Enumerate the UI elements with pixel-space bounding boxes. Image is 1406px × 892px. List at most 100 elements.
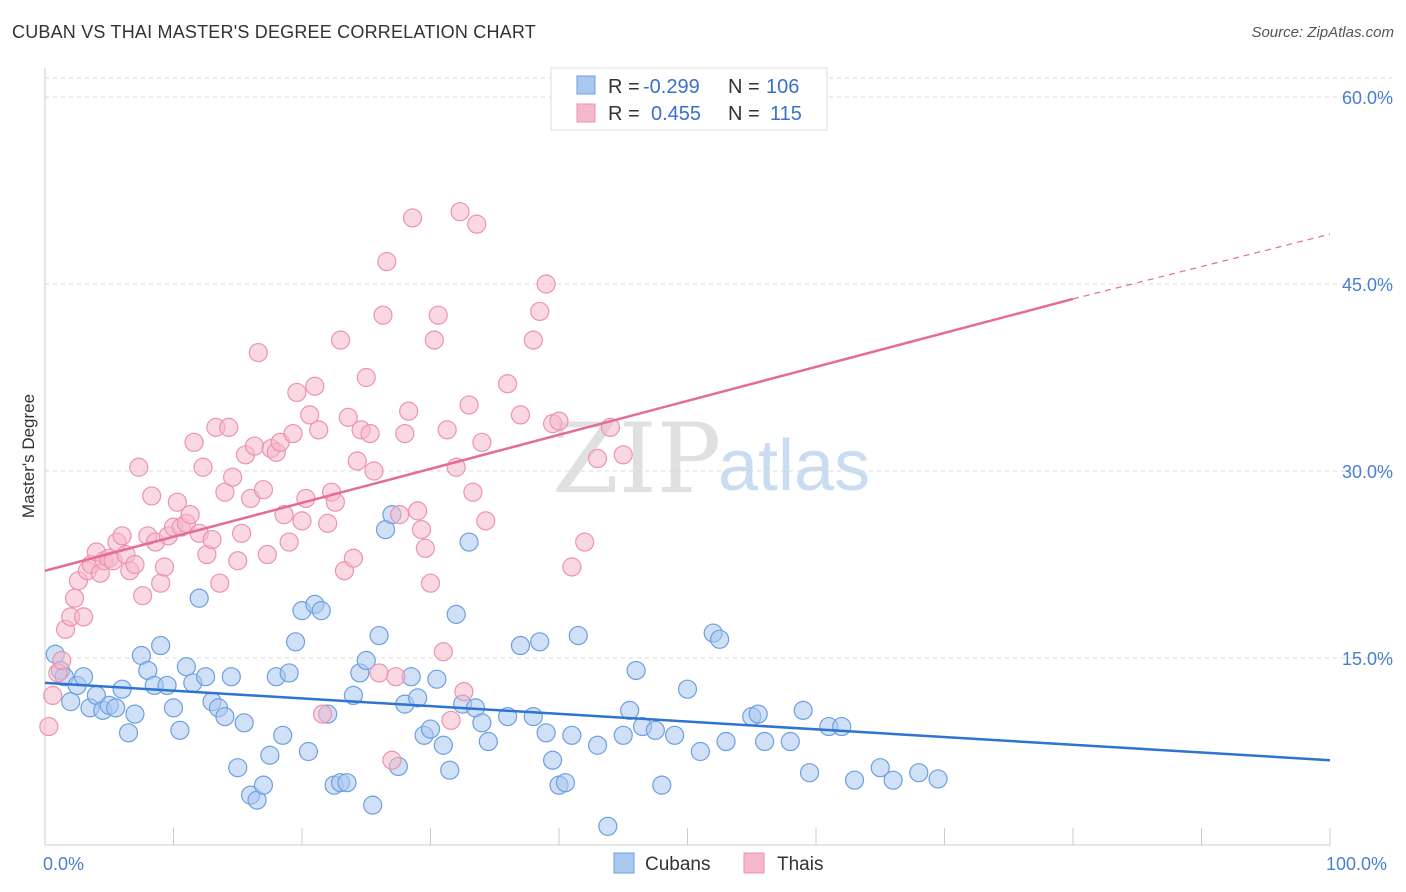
cubans-point <box>754 731 775 752</box>
x-tick-label-min: 0.0% <box>43 854 84 874</box>
thais-point <box>125 554 145 575</box>
thais-point <box>386 667 406 687</box>
thais-point <box>330 330 351 350</box>
thais-point <box>228 551 248 571</box>
thais-point <box>219 417 239 437</box>
legend-bottom-label-cubans: Cubans <box>645 854 711 875</box>
thais-point <box>377 251 397 272</box>
cubans-point <box>536 723 556 743</box>
cubans-point <box>125 704 145 724</box>
thais-point <box>402 208 423 228</box>
thais-point <box>253 480 274 500</box>
thais-point <box>287 382 307 403</box>
cubans-point <box>928 769 948 789</box>
thais-point <box>193 457 213 477</box>
thais-point <box>338 407 358 427</box>
legend-n-label-cubans: N = <box>728 76 760 98</box>
thais-point <box>129 457 149 477</box>
legend-n-value-thais: 115 <box>770 103 802 125</box>
legend-bottom-swatch-thais <box>743 852 765 874</box>
cubans-point <box>433 735 453 755</box>
cubans-point <box>748 704 768 724</box>
thais-point <box>450 202 470 222</box>
thais-point <box>415 538 435 558</box>
legend-r-value-cubans: -0.299 <box>643 76 700 98</box>
cubans-point <box>645 720 665 740</box>
thais-point <box>39 716 59 737</box>
cubans-point <box>710 629 730 649</box>
thais-point <box>257 544 277 565</box>
cubans-point <box>568 625 588 646</box>
thais-point <box>248 342 268 363</box>
thais-point <box>283 424 303 444</box>
thais-point <box>523 330 543 350</box>
cubans-point <box>427 669 447 689</box>
cubans-point <box>562 725 582 745</box>
cubans-point <box>118 723 139 743</box>
cubans-point <box>780 731 800 752</box>
y-tick-label-60: 60.0% <box>1342 88 1393 108</box>
cubans-point <box>510 635 531 656</box>
thais-point <box>305 376 325 396</box>
cubans-point <box>620 700 640 720</box>
thais-point <box>459 395 479 415</box>
cubans-point <box>523 706 543 727</box>
cubans-point <box>215 706 235 727</box>
cubans-point <box>151 635 171 656</box>
cubans-point <box>196 667 216 687</box>
series-cubans <box>45 505 948 836</box>
cubans-point <box>420 719 441 739</box>
cubans-point <box>170 720 190 740</box>
thais-point <box>133 586 153 606</box>
thais-point <box>151 573 171 593</box>
thais-point <box>369 663 389 683</box>
thais-point <box>232 523 252 543</box>
legend-n-label-thais: N = <box>728 103 760 125</box>
thais-point <box>575 532 595 552</box>
thais-point <box>300 405 320 425</box>
thais-point <box>73 607 94 627</box>
thais-point <box>309 420 329 440</box>
trend-line-thais-extension <box>1072 233 1331 300</box>
cubans-point <box>446 604 466 624</box>
thais-point <box>428 305 448 325</box>
cubans-point <box>273 725 293 745</box>
legend-swatch-thais <box>576 103 596 123</box>
watermark-zip: ZIP <box>552 403 721 515</box>
cubans-point <box>234 713 254 733</box>
cubans-point <box>260 745 280 765</box>
thais-point <box>399 401 419 421</box>
cubans-point <box>253 775 274 795</box>
cubans-point <box>363 795 383 815</box>
thais-point <box>180 505 200 525</box>
cubans-point <box>832 716 852 737</box>
series-thais <box>39 202 633 770</box>
thais-point <box>587 448 608 469</box>
cubans-point <box>555 773 576 793</box>
thais-point <box>562 557 582 577</box>
watermark-atlas: atlas <box>718 426 870 506</box>
thais-point <box>343 548 363 568</box>
cubans-point <box>228 758 248 778</box>
cubans-point <box>613 725 633 745</box>
legend-swatch-cubans <box>576 75 596 95</box>
cubans-point <box>478 731 498 752</box>
thais-point <box>373 305 393 325</box>
x-tick-label-max: 100.0% <box>1326 854 1387 874</box>
cubans-point <box>440 760 460 780</box>
thais-point <box>279 532 299 552</box>
cubans-point <box>542 750 563 770</box>
thais-point <box>437 420 457 440</box>
cubans-point <box>459 532 479 552</box>
thais-point <box>613 445 633 465</box>
thais-point <box>223 467 243 487</box>
thais-point <box>318 513 338 533</box>
thais-point <box>215 482 235 502</box>
thais-point <box>498 374 518 394</box>
cubans-point <box>587 735 608 755</box>
thais-point <box>467 214 487 234</box>
cubans-point <box>690 741 710 762</box>
thais-point <box>382 750 402 770</box>
cubans-point <box>793 700 813 720</box>
